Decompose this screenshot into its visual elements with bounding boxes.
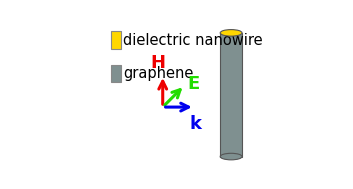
- Text: dielectric nanowire: dielectric nanowire: [124, 33, 263, 48]
- Bar: [111, 31, 120, 49]
- Text: graphene: graphene: [124, 66, 194, 81]
- Bar: [111, 65, 120, 82]
- Text: H: H: [150, 54, 165, 72]
- Text: E: E: [187, 75, 200, 93]
- Polygon shape: [220, 33, 242, 156]
- Text: k: k: [190, 115, 202, 133]
- Ellipse shape: [220, 153, 242, 160]
- Ellipse shape: [220, 30, 242, 36]
